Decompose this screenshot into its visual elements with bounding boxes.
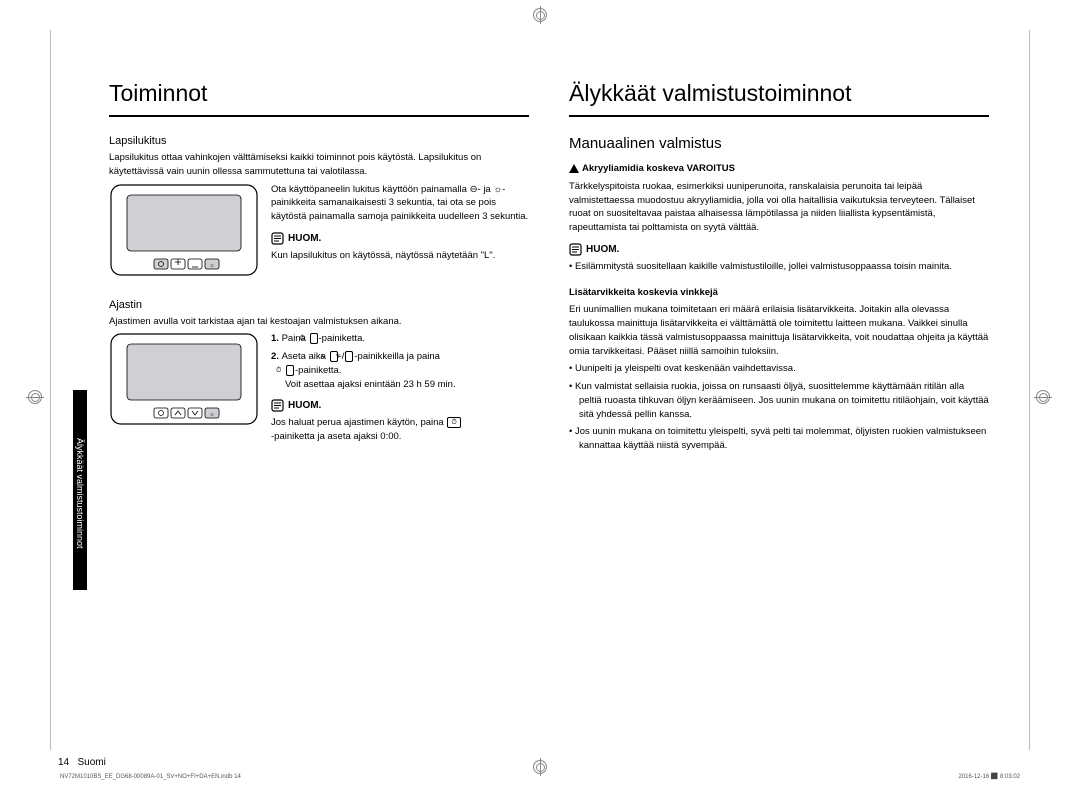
reg-mark-right: [1036, 390, 1050, 404]
warning-triangle-icon: [569, 164, 579, 173]
page-spread: Älykkäät valmistustoiminnot Toiminnot La…: [50, 30, 1030, 750]
tips-heading: Lisätarvikkeita koskevia vinkkejä: [569, 286, 989, 300]
ajastin-step-2: Aseta aika ∧-/∨-painikkeilla ja paina ⏱-…: [271, 350, 529, 391]
oven-diagram-1: ☼: [109, 183, 259, 283]
svg-text:☼: ☼: [209, 412, 215, 418]
ajastin-note-a: Jos haluat perua ajastimen käytön, paina: [271, 417, 446, 428]
sidebar-tab: Älykkäät valmistustoiminnot: [73, 390, 87, 590]
footer-left: NV72M1010BS_EE_DG68-00089A-01_SV+NO+FI+D…: [60, 774, 241, 780]
section-ajastin: Ajastin Ajastimen avulla voit tarkistaa …: [109, 299, 529, 448]
oven-svg-1: ☼: [109, 183, 259, 278]
warning-heading: Akryyliamidia koskeva VAROITUS: [569, 162, 989, 176]
ajastin-note-b: -painiketta ja aseta ajaksi 0:00.: [271, 431, 401, 442]
heading-lapsilukitus: Lapsilukitus: [109, 135, 529, 147]
page-number: 14 Suomi: [58, 757, 106, 768]
ajastin-diagram-row: ☼ Paina ⏱-painiketta. Aseta aika ∧-/∨-pa…: [109, 332, 529, 448]
tips-bullets: Uunipelti ja yleispelti ovat keskenään v…: [569, 362, 989, 453]
lapsilukitus-note: Kun lapsilukitus on käytössä, näytössä n…: [271, 249, 529, 263]
step2-d: -painiketta.: [295, 365, 341, 376]
lapsilukitus-text: Ota käyttöpaneelin lukitus käyttöön pain…: [271, 183, 529, 267]
tips-bullet-3: Jos uunin mukana on toimitettu yleispelt…: [569, 425, 989, 453]
note-bullets-right: Esilämmitystä suositellaan kaikille valm…: [569, 260, 989, 274]
note-label-text-2: HUOM.: [288, 400, 321, 411]
timer-icon-2: ⏱: [286, 365, 294, 376]
left-column: Älykkäät valmistustoiminnot Toiminnot La…: [91, 80, 529, 730]
note-icon-3: [569, 243, 582, 256]
ajastin-step-1: Paina ⏱-painiketta.: [271, 332, 529, 346]
footer-right: 2016-12-16 ⬛ 8:03:02: [958, 773, 1020, 780]
note-label-1: HUOM.: [271, 232, 529, 245]
reg-mark-top: [533, 8, 547, 22]
page-lang: Suomi: [77, 757, 105, 768]
note-label-text-3: HUOM.: [586, 244, 619, 255]
warning-heading-text: Akryyliamidia koskeva VAROITUS: [582, 163, 735, 174]
note-label-3: HUOM.: [569, 243, 989, 256]
page-num-value: 14: [58, 757, 69, 768]
lapsilukitus-intro: Lapsilukitus ottaa vahinkojen välttämise…: [109, 151, 529, 179]
ajastin-text: Paina ⏱-painiketta. Aseta aika ∧-/∨-pain…: [271, 332, 529, 448]
lapsilukitus-diagram-row: ☼ Ota käyttöpaneelin lukitus käyttöön pa…: [109, 183, 529, 283]
oven-svg-2: ☼: [109, 332, 259, 427]
step2-c: -painikkeilla ja paina: [354, 351, 440, 362]
note-icon-2: [271, 399, 284, 412]
reg-mark-left: [28, 390, 42, 404]
svg-text:☼: ☼: [209, 263, 215, 269]
step1-b: -painiketta.: [319, 333, 365, 344]
left-title-rule: [109, 115, 529, 117]
tips-text: Eri uunimallien mukana toimitetaan eri m…: [569, 303, 989, 358]
note-bullet-preheat: Esilämmitystä suositellaan kaikille valm…: [569, 260, 989, 274]
note-label-2: HUOM.: [271, 399, 529, 412]
section-heading-manual: Manuaalinen valmistus: [569, 135, 989, 152]
timer-icon-3: ⏱: [447, 417, 460, 428]
tips-bullet-2: Kun valmistat sellaisia ruokia, joissa o…: [569, 380, 989, 421]
reg-mark-bottom: [533, 760, 547, 774]
ajastin-steps: Paina ⏱-painiketta. Aseta aika ∧-/∨-pain…: [271, 332, 529, 391]
sidebar-tab-label: Älykkäät valmistustoiminnot: [75, 432, 85, 549]
note-label-text-1: HUOM.: [288, 233, 321, 244]
ajastin-note: Jos haluat perua ajastimen käytön, paina…: [271, 416, 529, 444]
heading-ajastin: Ajastin: [109, 299, 529, 311]
right-title: Älykkäät valmistustoiminnot: [569, 80, 989, 107]
oven-diagram-2: ☼: [109, 332, 259, 432]
warning-text: Tärkkelyspitoista ruokaa, esimerkiksi uu…: [569, 180, 989, 235]
timer-icon: ⏱: [310, 333, 318, 344]
tips-bullet-1: Uunipelti ja yleispelti ovat keskenään v…: [569, 362, 989, 376]
right-column: Älykkäät valmistustoiminnot Manuaalinen …: [569, 80, 989, 730]
down-icon: ∨: [345, 351, 353, 362]
note-icon: [271, 232, 284, 245]
left-title: Toiminnot: [109, 80, 529, 107]
ajastin-intro: Ajastimen avulla voit tarkistaa ajan tai…: [109, 315, 529, 329]
right-title-rule: [569, 115, 989, 117]
step2-e: Voit asettaa ajaksi enintään 23 h 59 min…: [285, 379, 456, 390]
section-lapsilukitus: Lapsilukitus Lapsilukitus ottaa vahinkoj…: [109, 135, 529, 283]
lapsilukitus-paragraph: Ota käyttöpaneelin lukitus käyttöön pain…: [271, 183, 529, 224]
